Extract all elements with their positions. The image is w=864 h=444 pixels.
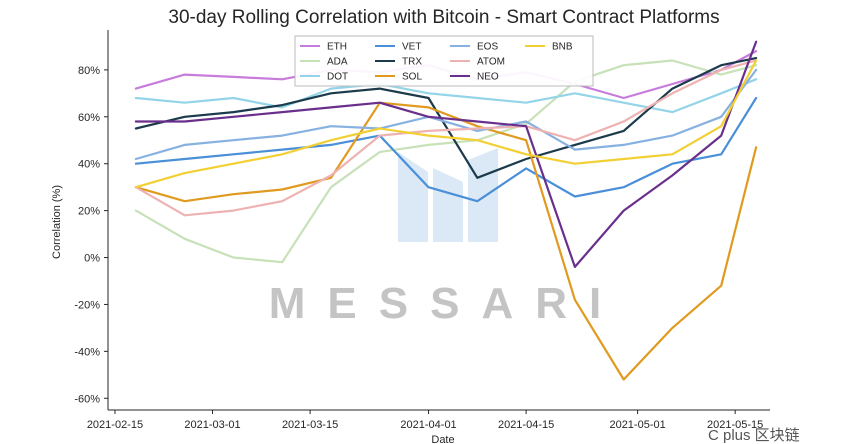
- series-line-vet: [134, 96, 758, 203]
- plot-area: [134, 40, 758, 381]
- x-tick-label: 2021-03-15: [282, 419, 338, 431]
- series-line-eos: [134, 68, 758, 161]
- x-tick-label: 2021-03-01: [184, 419, 240, 431]
- y-tick-label: 0%: [84, 253, 100, 265]
- watermark-text: MESSARI: [269, 279, 623, 328]
- y-tick-label: 80%: [78, 65, 100, 77]
- watermark-logo-bar-1: [398, 152, 428, 242]
- x-ticks: 2021-02-15 2021-03-01 2021-03-15 2021-04-01…: [87, 410, 763, 431]
- x-tick-label: 2021-02-15: [87, 419, 143, 431]
- legend-box: [294, 35, 594, 87]
- legend-label-neo: NEO: [477, 72, 499, 83]
- series-line-bnb: [134, 59, 758, 189]
- y-tick-label: -60%: [74, 393, 100, 405]
- y-tick-label: 60%: [78, 112, 100, 124]
- legend-label-sol: SOL: [402, 72, 422, 83]
- x-tick-label: 2021-05-01: [609, 419, 665, 431]
- legend-label-vet: VET: [402, 42, 421, 53]
- x-axis-label: Date: [431, 434, 454, 444]
- y-ticks: 80% 60% 40% 20% 0% -20% -40% -60%: [74, 65, 108, 405]
- legend-label-trx: TRX: [402, 57, 422, 68]
- series-line-atom: [134, 59, 758, 217]
- legend-label-atom: ATOM: [477, 57, 505, 68]
- chart-title: 30-day Rolling Correlation with Bitcoin …: [168, 7, 719, 28]
- x-tick-label: 2021-04-15: [498, 419, 554, 431]
- x-tick-label: 2021-05-15: [707, 419, 763, 431]
- messari-watermark: MESSARI: [269, 148, 623, 328]
- y-tick-label: -40%: [74, 346, 100, 358]
- series-line-ada: [134, 59, 758, 264]
- series-line-sol: [134, 101, 758, 381]
- legend-label-dot: DOT: [327, 72, 348, 83]
- series-line-neo: [134, 40, 758, 268]
- y-tick-label: 40%: [78, 159, 100, 171]
- watermark-logo-bar-3: [468, 148, 498, 242]
- y-axis-label: Correlation (%): [51, 185, 63, 259]
- y-tick-label: 20%: [78, 206, 100, 218]
- legend-label-ada: ADA: [327, 57, 348, 68]
- x-tick-label: 2021-04-01: [400, 419, 456, 431]
- series-line-dot: [134, 78, 758, 114]
- y-tick-label: -20%: [74, 299, 100, 311]
- legend-label-bnb: BNB: [552, 42, 573, 53]
- source-credit: C plus 区块链: [708, 427, 800, 444]
- legend-label-eos: EOS: [477, 42, 498, 53]
- legend: ETH ADA DOT VET TRX SOL EOS ATOM NEO BNB: [294, 35, 594, 87]
- watermark-logo-bar-2: [433, 168, 463, 242]
- legend-label-eth: ETH: [327, 42, 347, 53]
